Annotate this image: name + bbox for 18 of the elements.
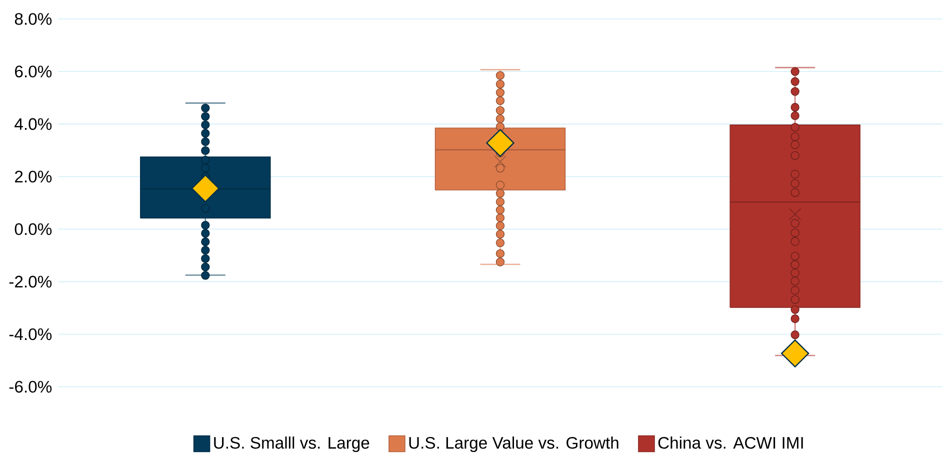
y-tick-label: -2.0% xyxy=(9,276,52,288)
y-tick-label: 8.0% xyxy=(14,13,52,26)
point xyxy=(486,129,514,158)
legend-label: U.S. Smalll vs. Large xyxy=(214,436,370,452)
y-tick-label: 6.0% xyxy=(15,66,52,78)
legend-label: U.S. Large Value vs. Growth xyxy=(409,436,618,452)
point xyxy=(790,330,800,340)
point xyxy=(790,179,800,188)
point xyxy=(790,305,800,314)
y-tick-label: 4.0% xyxy=(14,118,52,130)
y-tick-label: 0.0% xyxy=(14,223,52,236)
point xyxy=(780,340,810,368)
point xyxy=(191,174,220,202)
point xyxy=(790,314,800,324)
y-tick-label: -4.0% xyxy=(9,328,52,340)
legend-label: China vs. ACWI IMI xyxy=(658,436,803,449)
y-tick-label: 2.0% xyxy=(15,170,52,183)
y-tick-label: -6.0% xyxy=(9,381,52,393)
